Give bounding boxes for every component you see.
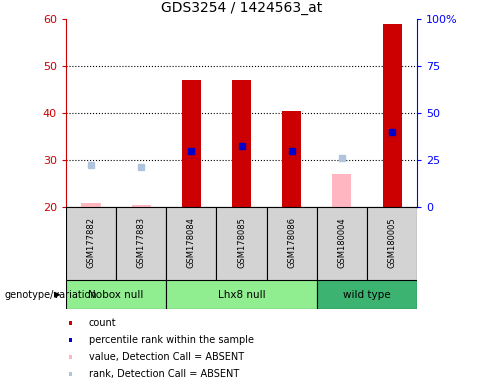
Bar — [317, 280, 417, 309]
Text: GSM180004: GSM180004 — [337, 217, 346, 268]
Text: genotype/variation: genotype/variation — [5, 290, 98, 300]
Text: GSM178084: GSM178084 — [187, 217, 196, 268]
Title: GDS3254 / 1424563_at: GDS3254 / 1424563_at — [161, 2, 322, 15]
Bar — [217, 207, 266, 280]
Bar — [116, 207, 166, 280]
Bar — [69, 372, 72, 376]
Bar — [282, 111, 301, 207]
Bar — [182, 80, 201, 207]
Bar — [69, 338, 72, 342]
Bar — [69, 355, 72, 359]
Bar — [166, 280, 317, 309]
Text: GSM178085: GSM178085 — [237, 217, 246, 268]
Bar — [166, 207, 217, 280]
Bar — [232, 80, 251, 207]
Bar — [69, 321, 72, 324]
Bar — [383, 24, 402, 207]
Text: GSM177883: GSM177883 — [137, 217, 146, 268]
Bar — [367, 207, 417, 280]
Bar — [266, 207, 317, 280]
Text: rank, Detection Call = ABSENT: rank, Detection Call = ABSENT — [89, 369, 239, 379]
Text: percentile rank within the sample: percentile rank within the sample — [89, 335, 254, 345]
Text: GSM177882: GSM177882 — [86, 217, 96, 268]
Text: value, Detection Call = ABSENT: value, Detection Call = ABSENT — [89, 352, 244, 362]
Bar — [66, 207, 116, 280]
Text: GSM180005: GSM180005 — [387, 217, 397, 268]
Text: wild type: wild type — [343, 290, 391, 300]
Bar — [81, 203, 101, 207]
Text: Nobox null: Nobox null — [88, 290, 144, 300]
Bar — [132, 205, 151, 207]
Bar — [332, 174, 351, 207]
Bar — [66, 280, 166, 309]
Bar — [317, 207, 367, 280]
Text: GSM178086: GSM178086 — [287, 217, 296, 268]
Text: count: count — [89, 318, 116, 328]
Text: Lhx8 null: Lhx8 null — [218, 290, 265, 300]
